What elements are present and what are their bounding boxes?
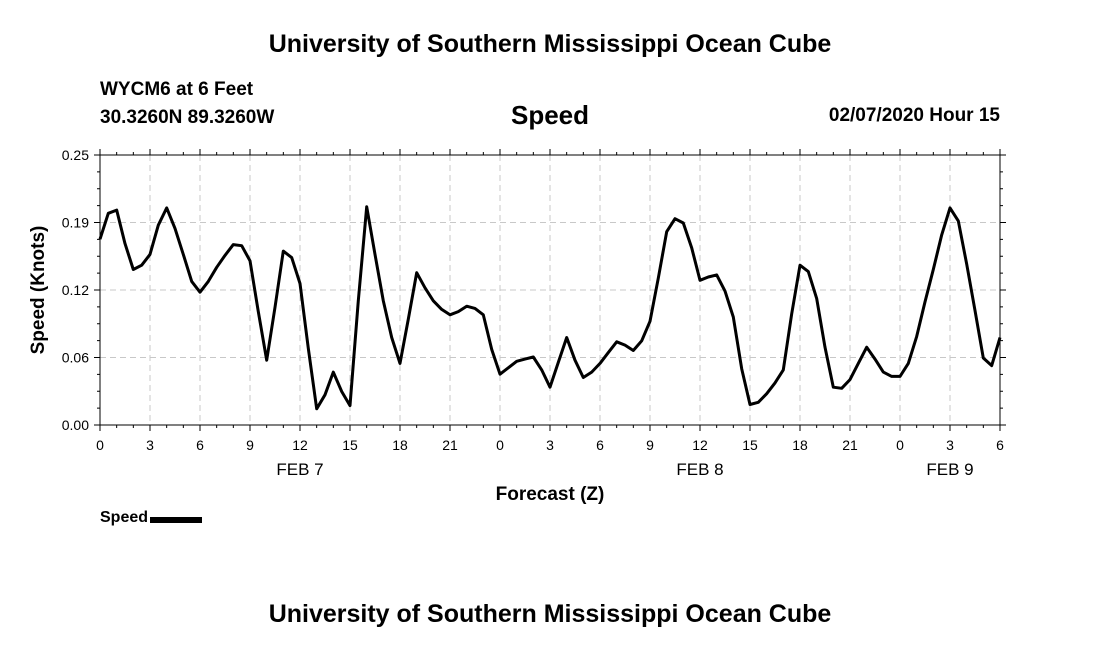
x-axis-ticks: 0 3 6 9 12 15 18 21 0 3 6 9 12 15 18 21 0 3 6 [96, 149, 1004, 453]
x-tick-label: 6 [996, 437, 1004, 453]
legend-label: Speed [100, 509, 149, 526]
day-labels: FEB 7 FEB 8 FEB 9 [276, 460, 973, 479]
x-axis-label: Forecast (Z) [496, 484, 605, 505]
x-tick-label: 6 [196, 437, 204, 453]
x-tick-label: 21 [442, 437, 458, 453]
x-tick-label: 9 [646, 437, 654, 453]
day-label: FEB 9 [926, 460, 973, 479]
x-tick-label: 18 [792, 437, 808, 453]
footer-title: University of Southern Mississippi Ocean… [268, 600, 832, 628]
page-title: University of Southern Mississippi Ocean… [268, 30, 832, 58]
y-tick-label: 0.25 [62, 147, 89, 163]
y-tick-label: 0.00 [62, 417, 89, 433]
speed-chart: 0.00 0.06 0.12 0.19 0.25 0 3 6 9 12 15 18 21 0 3 6 9 12 1… [28, 147, 1006, 505]
x-tick-label: 0 [96, 437, 104, 453]
station-name: WYCM6 at 6 Feet [100, 79, 254, 100]
x-tick-label: 12 [292, 437, 308, 453]
y-tick-label: 0.19 [62, 215, 89, 231]
speed-series-line [98, 205, 1002, 411]
x-tick-label: 18 [392, 437, 408, 453]
x-tick-label: 15 [342, 437, 358, 453]
chart-heading: Speed [510, 100, 590, 130]
x-tick-label: 3 [146, 437, 154, 453]
x-tick-label: 3 [946, 437, 954, 453]
x-tick-label: 12 [692, 437, 708, 453]
x-tick-label: 0 [496, 437, 504, 453]
x-tick-label: 0 [896, 437, 904, 453]
legend-swatch [150, 516, 203, 523]
day-label: FEB 8 [676, 460, 723, 479]
x-tick-label: 21 [842, 437, 858, 453]
day-label: FEB 7 [276, 460, 323, 479]
legend: Speed [100, 509, 203, 527]
station-info: WYCM6 at 6 Feet 30.3260N 89.3260W [100, 76, 274, 132]
y-tick-label: 0.12 [62, 282, 89, 298]
x-tick-label: 15 [742, 437, 758, 453]
y-tick-label: 0.06 [62, 350, 89, 366]
y-axis-ticks: 0.00 0.06 0.12 0.19 0.25 [62, 147, 1006, 433]
y-axis-label: Speed (Knots) [28, 226, 49, 355]
x-tick-label: 6 [596, 437, 604, 453]
forecast-datetime: 02/07/2020 Hour 15 [828, 105, 1000, 126]
x-tick-label: 9 [246, 437, 254, 453]
station-coords: 30.3260N 89.3260W [100, 107, 275, 128]
x-tick-label: 3 [546, 437, 554, 453]
